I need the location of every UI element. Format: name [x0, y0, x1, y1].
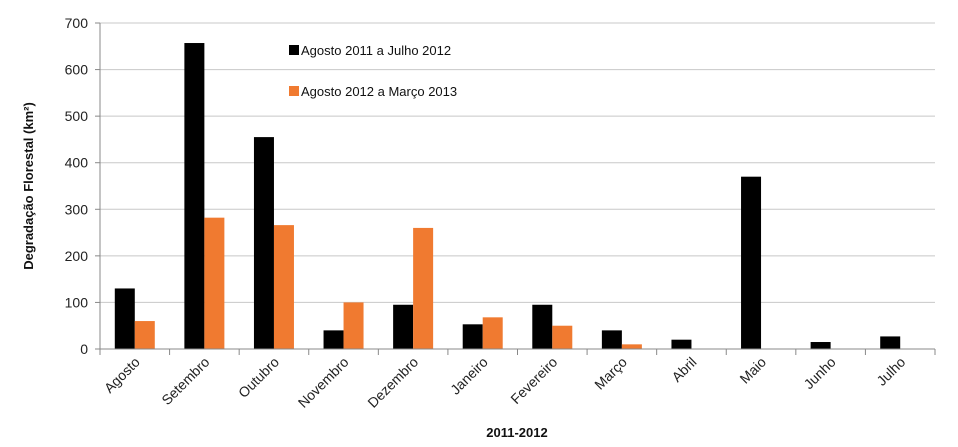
x-tick-label: Abril — [668, 354, 699, 385]
bar — [413, 227, 434, 349]
series-2 — [134, 217, 642, 349]
legend-label: Agosto 2012 a Março 2013 — [301, 84, 457, 99]
legend-swatch — [289, 86, 299, 96]
legend: Agosto 2011 a Julho 2012 Agosto 2012 a Ma… — [289, 43, 457, 99]
x-tick-label: Dezembro — [364, 354, 421, 411]
bar — [810, 342, 831, 349]
x-tick-label: Fevereiro — [507, 354, 560, 407]
bar — [134, 321, 155, 349]
bar — [621, 344, 642, 349]
y-tick-label: 600 — [65, 62, 89, 78]
bar — [532, 304, 553, 349]
x-tick-label: Maio — [736, 354, 769, 387]
x-tick-label: Janeiro — [447, 354, 491, 398]
x-tick-label: Agosto — [101, 354, 143, 396]
bar — [323, 330, 344, 349]
bar — [741, 176, 762, 349]
bar — [880, 336, 901, 349]
x-axis-title: 2011-2012 — [486, 425, 547, 440]
x-tick-labels: Agosto Setembro Outubro Novembro Dezembro Jan… — [101, 354, 909, 411]
bar — [253, 137, 274, 349]
bar — [462, 324, 483, 349]
y-axis-title: Degradação Florestal (km²) — [21, 102, 36, 270]
x-tick-label: Julho — [873, 354, 908, 389]
bar — [273, 225, 294, 349]
y-tick-label: 700 — [65, 15, 89, 31]
gridlines — [100, 22, 935, 303]
bar — [114, 288, 135, 349]
y-tick-label: 400 — [65, 155, 89, 171]
y-tick-label: 0 — [80, 341, 88, 357]
y-tick-label: 100 — [65, 294, 89, 310]
bar — [184, 43, 205, 349]
legend-label: Agosto 2011 a Julho 2012 — [301, 43, 451, 58]
bar — [204, 217, 225, 349]
series-1 — [114, 43, 901, 349]
y-tick-label: 200 — [65, 248, 89, 264]
y-tick-label: 300 — [65, 201, 89, 217]
bar — [393, 304, 414, 349]
y-tick-labels: 0 100 200 300 400 500 600 700 — [65, 15, 89, 357]
x-tick-label: Março — [591, 354, 630, 393]
bar — [552, 325, 573, 349]
bar — [482, 317, 503, 349]
x-tick-label: Outubro — [235, 354, 282, 401]
x-tick-label: Junho — [800, 354, 838, 392]
bars — [114, 43, 901, 349]
y-tick-label: 500 — [65, 108, 89, 124]
x-tick-label: Setembro — [158, 354, 212, 408]
x-tick-label: Novembro — [295, 354, 352, 411]
legend-item: Agosto 2012 a Março 2013 — [289, 84, 457, 99]
bar — [601, 330, 622, 349]
bar — [343, 302, 364, 349]
bar — [671, 339, 692, 349]
axes — [95, 22, 936, 355]
legend-swatch — [289, 45, 299, 55]
legend-item: Agosto 2011 a Julho 2012 — [289, 43, 451, 58]
